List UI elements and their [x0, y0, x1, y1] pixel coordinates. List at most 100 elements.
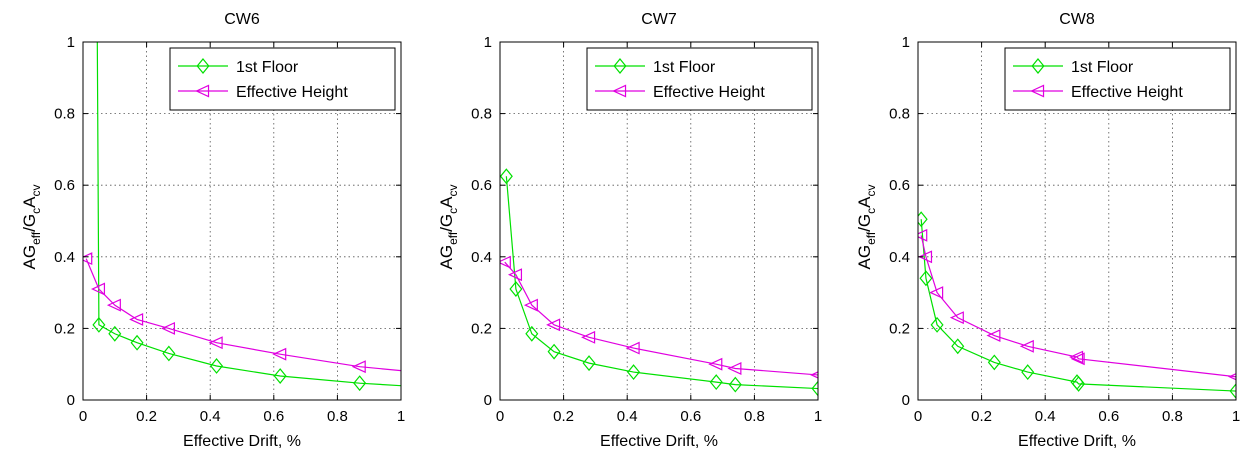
data-point [83, 252, 93, 266]
data-point [918, 211, 928, 228]
y-tick-label: 0.6 [471, 177, 492, 194]
y-tick-label: 0.6 [54, 177, 75, 194]
y-axis-label-slash: /G [437, 214, 456, 232]
y-tick-label: 0.8 [889, 106, 910, 123]
data-point [625, 341, 640, 355]
x-tick-label: 1 [1232, 408, 1240, 425]
data-point [1069, 350, 1084, 364]
data-point [1072, 375, 1086, 392]
y-axis-label-eff: eff [864, 231, 878, 245]
data-point [210, 358, 224, 374]
data-point [351, 360, 366, 374]
data-point [1229, 383, 1236, 399]
x-tick-label: 0 [914, 408, 922, 425]
legend-entry-label: Effective Height [236, 84, 348, 101]
y-axis-label: AGeff/GcAcv [20, 185, 43, 270]
data-point [547, 343, 561, 360]
data-point [523, 298, 538, 312]
panel-cw6: 0 0.2 0.4 0.6 0.8 1 0 0.2 0.4 0.6 0.8 1 CW6 Effective… [20, 11, 405, 450]
y-axis-label-c: c [864, 208, 878, 214]
data-point [129, 312, 144, 326]
legend-swatch-marker [1030, 84, 1045, 98]
series-first-floor [500, 168, 818, 397]
legend-swatch-marker [612, 84, 627, 98]
y-tick-label: 0.2 [889, 320, 910, 337]
x-tick-label: 1 [397, 408, 405, 425]
y-tick-label: 0.4 [889, 249, 910, 266]
series-line [920, 235, 1236, 378]
y-axis-label-a: AG [855, 245, 874, 270]
legend-box [169, 47, 396, 111]
series-first-floor [918, 211, 1236, 399]
y-tick-label: 1 [484, 34, 492, 51]
legend-swatch-marker [196, 58, 210, 74]
data-point [627, 364, 641, 381]
x-tick-label: 0 [79, 408, 87, 425]
x-tick-label: 0.6 [263, 408, 284, 425]
series-effective-height [500, 255, 818, 379]
data-point [987, 354, 1001, 371]
panel-cw7: 0 0.2 0.4 0.6 0.8 1 0 0.2 0.4 0.6 0.8 1 CW7 Effective… [437, 11, 822, 450]
y-tick-label: 1 [902, 34, 910, 51]
x-tick-label: 0.6 [1098, 408, 1119, 425]
y-tick-label: 1 [67, 34, 75, 51]
data-point [581, 330, 596, 344]
y-tick-label: 0.4 [54, 249, 75, 266]
x-axis-label: Effective Drift, % [183, 433, 301, 450]
x-tick-label: 1 [814, 408, 822, 425]
data-point [162, 345, 176, 362]
data-point [500, 255, 511, 269]
series-line [504, 261, 818, 376]
data-point [930, 316, 944, 333]
data-point [709, 374, 723, 391]
legend-swatch-marker [195, 84, 210, 98]
legend-entry-label: Effective Height [653, 84, 765, 101]
y-tick-label: 0.8 [54, 106, 75, 123]
y-tick-label: 0 [902, 392, 910, 409]
x-tick-label: 0.2 [971, 408, 992, 425]
y-tick-label: 0.6 [889, 177, 910, 194]
chart-title: CW8 [1059, 11, 1095, 28]
legend-entry-label: 1st Floor [1071, 59, 1134, 76]
y-tick-label: 0.2 [471, 320, 492, 337]
y-axis-label-slash: /G [855, 214, 874, 232]
data-point [986, 329, 1001, 343]
chart-title: CW7 [641, 11, 677, 28]
y-axis-label-eff: eff [446, 231, 460, 245]
series-line [920, 219, 1236, 392]
data-point [949, 311, 964, 325]
x-tick-label: 0.6 [680, 408, 701, 425]
data-point [353, 375, 367, 392]
chart-title: CW6 [224, 11, 260, 28]
x-tick-label: 0.4 [617, 408, 638, 425]
data-point [500, 168, 513, 185]
legend: 1st Floor Effective Height [586, 47, 813, 111]
y-axis-label-cv: cv [29, 185, 43, 197]
data-point [918, 250, 933, 264]
axes-box [82, 41, 402, 401]
y-axis-label-cv: cv [864, 185, 878, 197]
data-point [525, 325, 539, 342]
x-axis-label: Effective Drift, % [600, 433, 718, 450]
data-point [130, 334, 144, 351]
data-point [509, 281, 523, 297]
legend-entry-label: 1st Floor [653, 59, 716, 76]
data-point [708, 357, 723, 371]
axes-box [499, 41, 819, 401]
data-point [728, 376, 742, 393]
series-line [96, 42, 401, 387]
data-point [272, 347, 287, 361]
data-point [160, 321, 175, 335]
data-point [811, 380, 818, 397]
data-point [727, 362, 742, 375]
y-axis-label-slash: /G [20, 214, 39, 232]
x-tick-label: 0.4 [1035, 408, 1056, 425]
data-point [919, 270, 933, 287]
x-tick-label: 0.2 [136, 408, 157, 425]
y-axis-label-a: AG [20, 245, 39, 270]
series-first-floor [92, 42, 401, 392]
data-point [582, 355, 596, 372]
legend-box [586, 47, 813, 111]
legend-swatch-marker [613, 58, 627, 74]
